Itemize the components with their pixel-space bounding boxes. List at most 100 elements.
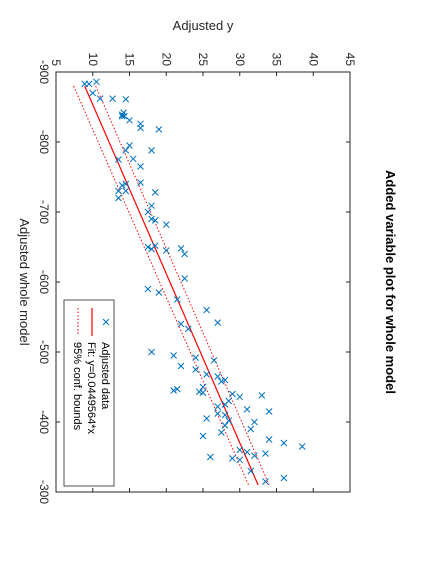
legend-symbol-adjusted-data — [102, 318, 110, 326]
data-point — [122, 187, 130, 195]
data-point — [221, 411, 229, 419]
data-point — [214, 373, 222, 380]
data-point — [177, 245, 185, 252]
x-tick-label: -600 — [37, 270, 51, 294]
data-point — [122, 95, 130, 103]
data-point — [173, 385, 181, 393]
y-tick-label: 40 — [306, 53, 320, 67]
data-point — [129, 155, 137, 163]
data-point — [262, 478, 269, 485]
data-point — [181, 250, 188, 258]
x-tick-label: -500 — [37, 340, 51, 364]
y-tick-label: 25 — [196, 53, 210, 67]
bound-upper — [95, 85, 270, 486]
data-point — [122, 180, 130, 188]
data-point — [280, 474, 288, 482]
y-axis-ticks: 5 10 15 20 25 30 35 40 45 — [49, 53, 357, 492]
data-point — [173, 296, 181, 303]
confidence-bounds — [73, 85, 270, 486]
data-point — [115, 194, 122, 202]
data-point — [262, 450, 269, 457]
data-point — [218, 378, 225, 385]
data-point — [151, 217, 159, 224]
data-point — [265, 436, 273, 443]
data-point — [177, 320, 185, 328]
data-point — [144, 208, 152, 216]
data-point — [155, 126, 163, 133]
data-point — [236, 446, 244, 454]
legend-box — [63, 299, 115, 487]
data-point — [181, 275, 188, 282]
data-point — [243, 448, 251, 456]
chart-title: Added variable plot for whole model — [383, 170, 398, 394]
y-tick-label: 30 — [233, 53, 247, 67]
legend: Adjusted data Fit: y=0.0449564*x 95% con… — [63, 299, 115, 487]
data-point — [229, 455, 236, 462]
x-tick-label: -400 — [37, 410, 51, 434]
bound-lower — [73, 85, 250, 486]
data-point — [148, 147, 155, 154]
data-point — [137, 163, 144, 170]
data-point — [229, 390, 236, 398]
data-point — [115, 156, 122, 163]
data-point — [144, 243, 152, 251]
y-tick-label: 5 — [49, 59, 63, 66]
fit-line-group — [84, 85, 259, 486]
data-point — [214, 410, 222, 417]
data-point — [203, 306, 211, 314]
x-tick-label: -900 — [37, 60, 51, 84]
data-point — [118, 112, 126, 120]
fit-line — [84, 85, 259, 486]
x-tick-label: -800 — [37, 130, 51, 154]
data-point — [85, 80, 93, 88]
data-point — [144, 285, 152, 293]
data-point — [192, 354, 200, 361]
y-tick-label: 15 — [123, 53, 137, 67]
data-points — [81, 78, 306, 485]
x-axis-label: Adjusted whole model — [17, 218, 32, 345]
legend-entry-fit: Fit: y=0.0449564*x — [85, 342, 97, 435]
data-point — [151, 189, 159, 196]
data-point — [118, 182, 126, 189]
data-point — [148, 202, 155, 210]
legend-entry-adjusted-data: Adjusted data — [99, 342, 111, 410]
data-point — [243, 406, 251, 413]
data-point — [206, 453, 214, 461]
data-point — [251, 418, 258, 426]
data-point — [280, 439, 288, 447]
y-tick-label: 20 — [159, 53, 173, 67]
x-tick-label: -300 — [37, 480, 51, 504]
data-point — [203, 415, 211, 422]
data-point — [93, 78, 100, 86]
data-point — [203, 371, 211, 378]
data-point — [162, 221, 170, 228]
data-point — [126, 142, 133, 149]
data-point — [298, 443, 306, 450]
data-point — [258, 392, 266, 399]
data-point — [122, 147, 130, 154]
data-point — [126, 116, 133, 124]
data-point — [218, 429, 225, 436]
data-point — [184, 325, 192, 333]
data-point — [236, 456, 244, 464]
data-point — [121, 112, 128, 120]
data-point — [221, 376, 229, 384]
data-point — [225, 417, 233, 424]
data-point — [170, 387, 177, 394]
plot-area — [56, 72, 350, 492]
data-point — [247, 425, 255, 433]
data-point — [155, 289, 163, 296]
data-point — [109, 95, 116, 102]
data-point — [265, 408, 273, 415]
data-point — [177, 362, 185, 370]
data-point — [137, 124, 144, 132]
data-point — [96, 95, 104, 102]
data-point — [214, 319, 222, 326]
data-point — [199, 432, 207, 440]
x-tick-label: -700 — [37, 200, 51, 224]
data-point — [221, 401, 229, 408]
y-tick-label: 35 — [270, 53, 284, 67]
data-point — [148, 245, 155, 253]
data-point — [236, 393, 244, 401]
